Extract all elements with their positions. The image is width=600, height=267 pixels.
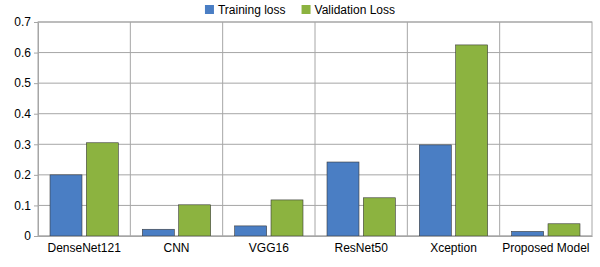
y-tick: 0.3: [14, 138, 38, 152]
y-tick-label: 0: [24, 229, 31, 243]
y-tick: 0.5: [14, 76, 38, 90]
bar: [86, 143, 118, 236]
y-tick: 0.7: [14, 15, 38, 29]
chart: 0 0.1 0.2 0.3 0.4 0.5 0.6 0.7 DenseNet121 CNN VGG1…: [0, 0, 600, 267]
y-tick-mark: [34, 144, 38, 145]
x-tick-label: CNN: [164, 241, 190, 255]
x-tick: VGG16: [249, 236, 289, 255]
y-tick-mark: [34, 53, 38, 54]
y-tick-label: 0.1: [14, 199, 31, 213]
x-tick: CNN: [164, 236, 190, 255]
x-tick-label: DenseNet121: [47, 241, 121, 255]
y-tick-mark: [34, 83, 38, 84]
y-tick: 0.4: [14, 107, 38, 121]
y-tick-label: 0.2: [14, 168, 31, 182]
plot-frame: [38, 22, 592, 236]
x-tick-label: VGG16: [249, 241, 289, 255]
x-tick-label: Xception: [430, 241, 477, 255]
category-separator: [130, 22, 131, 236]
bar: [271, 200, 303, 236]
category-separator: [222, 22, 223, 236]
category-separator: [407, 22, 408, 236]
grid: [38, 22, 592, 236]
y-tick: 0.2: [14, 168, 38, 182]
y-axis-line: [38, 23, 39, 237]
x-tick-label: Proposed Model: [502, 241, 589, 255]
y-tick-label: 0.5: [14, 76, 31, 90]
legend-label: Validation Loss: [315, 3, 396, 17]
y-tick-mark: [34, 205, 38, 206]
x-tick-label: ResNet50: [334, 241, 388, 255]
y-tick-mark: [34, 175, 38, 176]
plot: 0 0.1 0.2 0.3 0.4 0.5 0.6 0.7 DenseNet121 CNN VGG1…: [14, 15, 592, 254]
legend-swatch: [205, 5, 214, 14]
x-tick: Xception: [430, 236, 477, 255]
y-tick-label: 0.7: [14, 15, 31, 29]
y-tick-label: 0.3: [14, 138, 31, 152]
y-axis: 0 0.1 0.2 0.3 0.4 0.5 0.6 0.7: [14, 15, 38, 243]
bars: [50, 45, 580, 236]
bar: [419, 145, 451, 236]
bar: [235, 226, 267, 236]
x-axis-line: [39, 236, 593, 237]
y-tick-label: 0.4: [14, 107, 31, 121]
y-tick-label: 0.6: [14, 46, 31, 60]
y-tick-mark: [34, 114, 38, 115]
legend: Training loss Validation Loss: [205, 3, 395, 17]
bar: [327, 162, 359, 236]
legend-item: Validation Loss: [302, 3, 396, 17]
y-tick: 0: [24, 229, 38, 243]
x-tick: Proposed Model: [502, 236, 589, 255]
legend-item: Training loss: [205, 3, 286, 17]
bar: [363, 198, 395, 236]
bar: [50, 175, 82, 236]
x-tick: ResNet50: [334, 236, 388, 255]
x-axis: DenseNet121 CNN VGG16 ResNet50 Xception Propo…: [39, 236, 593, 255]
bar: [179, 205, 211, 236]
category-separator: [315, 22, 316, 236]
bar: [512, 231, 544, 236]
bar: [548, 224, 580, 236]
x-tick: DenseNet121: [47, 236, 121, 255]
category-separator: [499, 22, 500, 236]
y-tick: 0.1: [14, 199, 38, 213]
y-tick-mark: [34, 22, 38, 23]
bar: [456, 45, 488, 236]
legend-swatch: [302, 5, 311, 14]
legend-label: Training loss: [218, 3, 286, 17]
y-tick: 0.6: [14, 46, 38, 60]
y-tick-mark: [34, 236, 38, 237]
bar: [142, 229, 174, 236]
